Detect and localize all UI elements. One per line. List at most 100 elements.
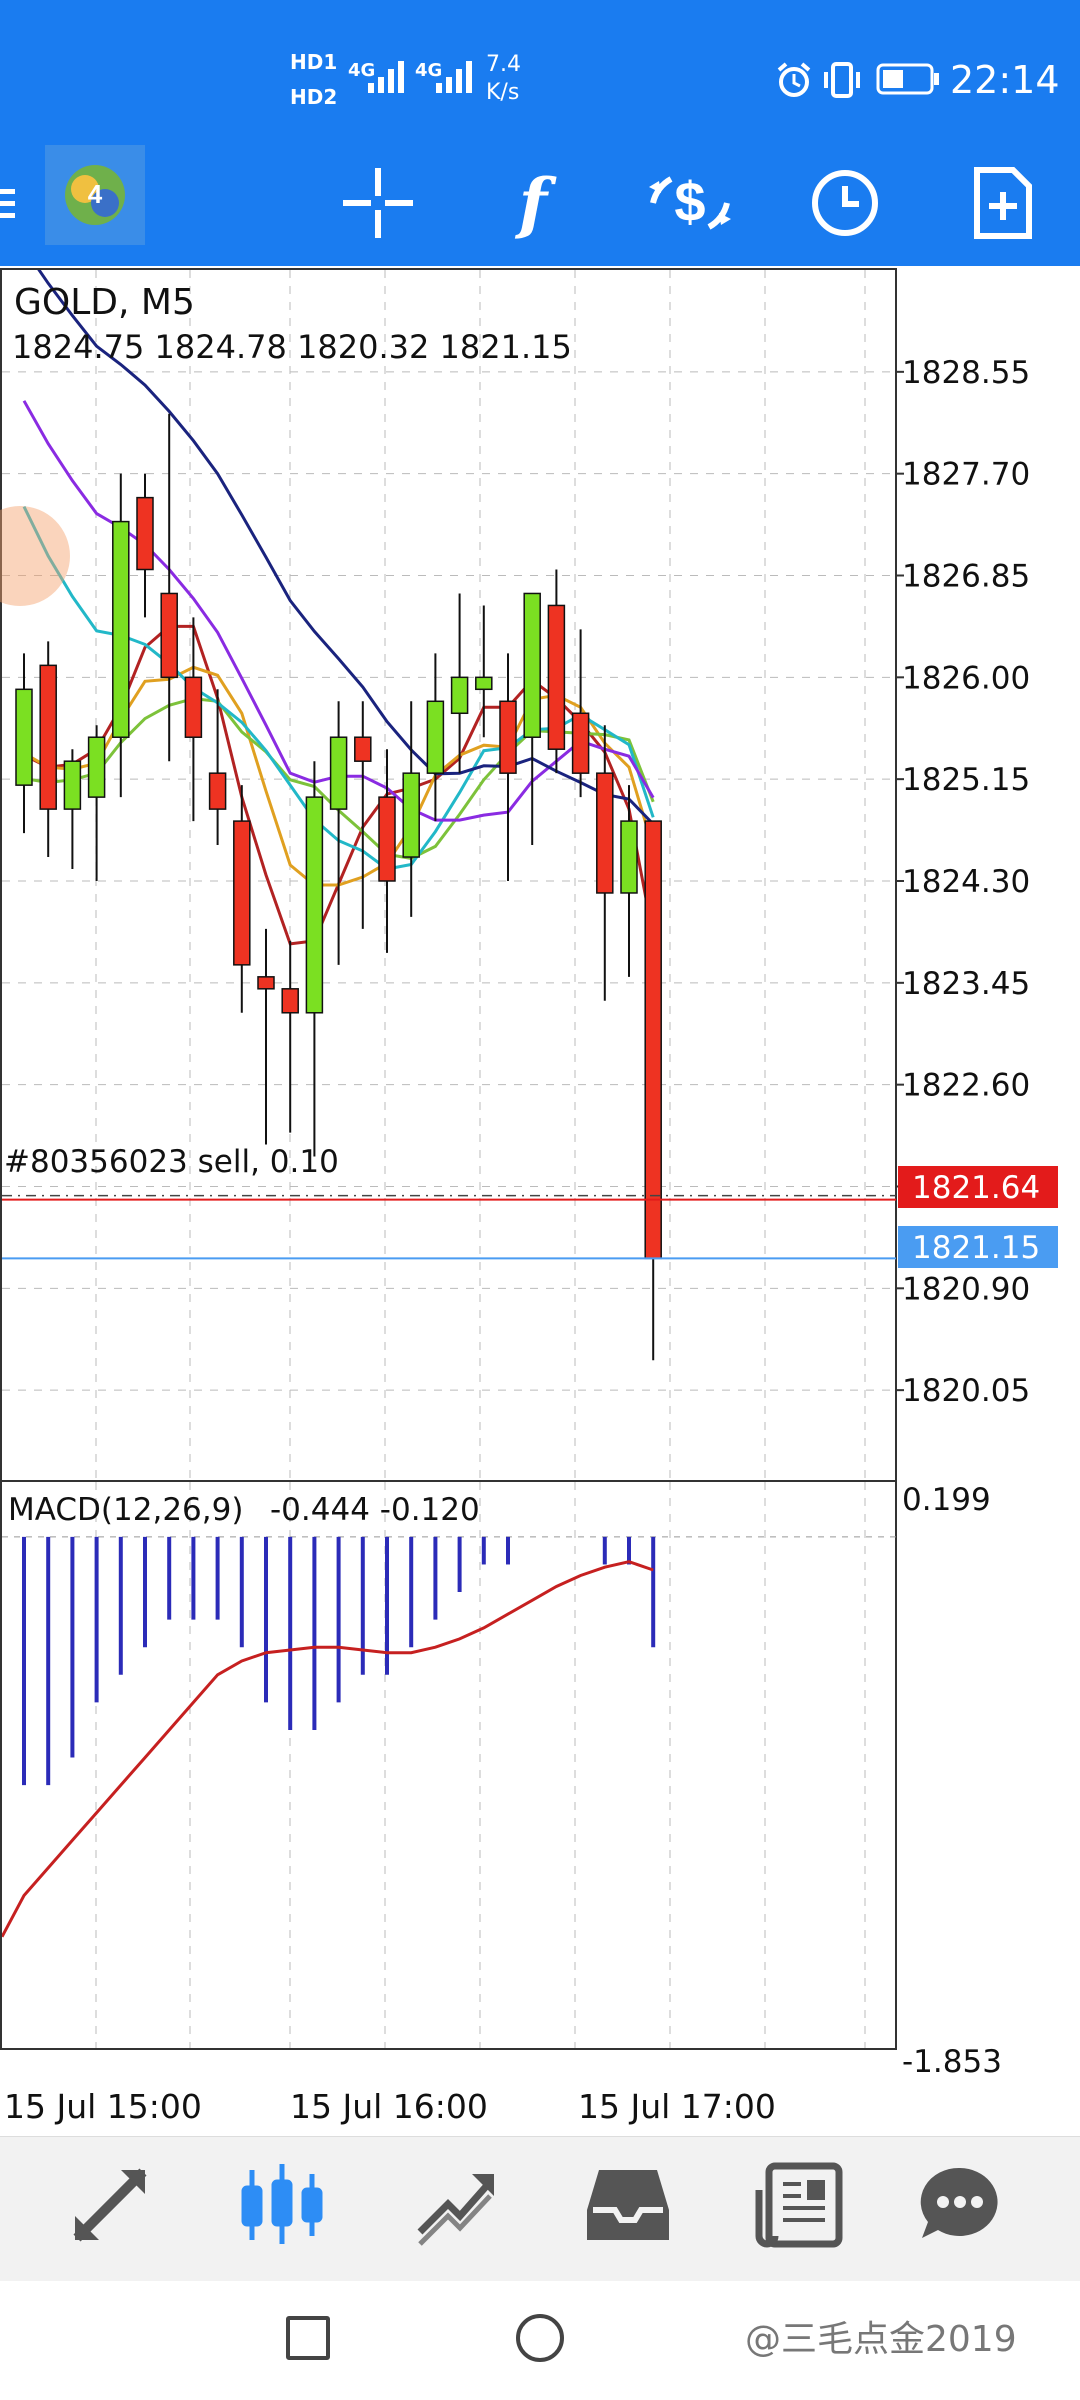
bear-candle — [208, 772, 227, 810]
net1-label: 4G — [348, 60, 376, 81]
alarm-icon — [777, 62, 811, 97]
menu-button[interactable] — [0, 148, 40, 258]
trade-button[interactable]: $ — [635, 148, 745, 258]
bear-candle — [547, 604, 566, 750]
time-label: 15 Jul 16:00 — [290, 2087, 488, 2126]
bear-candle — [596, 772, 614, 894]
nav-quotes[interactable] — [50, 2150, 170, 2260]
bear-candle — [644, 820, 662, 1260]
signal-icon — [368, 61, 404, 93]
watermark-text: @三毛点金2019 — [745, 2319, 1017, 2360]
price-tick-label: 1824.30 — [902, 864, 1030, 900]
price-tick-label: 1825.15 — [902, 762, 1030, 798]
bull-candle — [329, 736, 348, 810]
candles-group — [15, 413, 662, 1361]
net2-label: 4G — [415, 60, 443, 81]
bear-candle — [571, 712, 590, 774]
price-chart[interactable]: 1828.55 1827.70 1826.85 1826.00 1825.15 1824.… — [0, 266, 1080, 2136]
bull-candle — [402, 772, 420, 858]
bid-price-text: 1821.15 — [912, 1230, 1040, 1266]
price-levels — [2, 1194, 896, 1260]
battery-icon — [876, 63, 939, 95]
crosshair-icon — [343, 168, 413, 238]
order-price-tag — [898, 1166, 1058, 1208]
ohlc-label: 1824.75 1824.78 1820.32 1821.15 — [12, 328, 572, 366]
app-logo[interactable]: 4 — [45, 145, 145, 245]
bear-candle — [39, 664, 57, 810]
home-button[interactable] — [516, 2314, 564, 2362]
price-tick-label: 1822.60 — [902, 1068, 1030, 1104]
bottom-navigation — [0, 2136, 1080, 2282]
clock-time: 22:14 — [950, 58, 1060, 102]
macd-max-label: 0.199 — [902, 1482, 991, 1518]
price-tick-label: 1827.70 — [902, 457, 1030, 493]
price-tick-label: 1828.55 — [902, 355, 1030, 391]
bull-candle — [15, 688, 33, 786]
price-tick-label: 1826.00 — [902, 660, 1030, 696]
macd-values-label: -0.444 -0.120 — [270, 1492, 480, 1528]
time-label: 15 Jul 15:00 — [4, 2087, 202, 2126]
bull-candle — [450, 676, 469, 715]
nav-trade[interactable] — [395, 2150, 515, 2260]
macd-min-label: -1.853 — [902, 2044, 1002, 2080]
nav-chat[interactable] — [900, 2150, 1020, 2260]
bear-candle — [354, 736, 372, 762]
candles-icon — [241, 2164, 323, 2244]
order-label: #80356023 sell, 0.10 — [4, 1144, 339, 1180]
macd-name-label: MACD(12,26,9) — [8, 1492, 243, 1528]
chart-window[interactable]: 1828.55 1827.70 1826.85 1826.00 1825.15 1824.… — [0, 266, 1080, 2136]
bear-candle — [378, 796, 396, 882]
moving-average-line — [37, 270, 655, 826]
news-icon — [755, 2162, 843, 2248]
net-speed-unit: K/s — [486, 80, 520, 105]
bull-candle — [620, 820, 638, 894]
bear-candle — [281, 988, 299, 1014]
nav-chart[interactable] — [222, 2150, 342, 2260]
status-bar: HD1 HD2 4G 4G 7.4 K/s 22:14 — [0, 0, 1080, 140]
svg-text:4: 4 — [88, 179, 103, 209]
menu-icon — [0, 189, 15, 218]
macd-signal-line — [2, 1560, 654, 1938]
bear-candle — [184, 676, 203, 738]
crosshair-button[interactable] — [323, 148, 433, 258]
top-app-bar: HD1 HD2 4G 4G 7.4 K/s 22:14 4 f $ — [0, 0, 1080, 266]
main-chart-frame — [0, 268, 897, 1482]
chat-bubble-icon — [920, 2167, 998, 2238]
bear-candle — [136, 496, 154, 571]
net-speed: 7.4 — [486, 52, 521, 77]
clock-icon — [812, 170, 878, 236]
bear-candle — [499, 700, 517, 774]
bull-candle — [426, 700, 445, 774]
time-label: 15 Jul 17:00 — [578, 2087, 776, 2126]
price-axis: 1828.55 1827.70 1826.85 1826.00 1825.15 1824.… — [896, 355, 1030, 1409]
trade-chart-icon — [417, 2174, 494, 2246]
nav-history[interactable] — [568, 2150, 688, 2260]
bull-candle — [523, 592, 541, 738]
vibrate-icon — [824, 62, 860, 98]
indicators-button[interactable]: f — [478, 148, 588, 258]
bull-candle — [87, 736, 106, 798]
bull-candle — [63, 760, 82, 810]
svg-text:$: $ — [674, 170, 705, 233]
metatrader-logo: 4 — [65, 165, 125, 225]
macd-group — [2, 1536, 896, 1938]
new-document-icon — [974, 167, 1032, 239]
floating-assist-icon[interactable] — [0, 506, 70, 606]
price-tick-label: 1820.90 — [902, 1271, 1030, 1307]
timeframe-button[interactable] — [790, 148, 900, 258]
symbol-label: GOLD, M5 — [14, 282, 195, 323]
bear-candle — [257, 976, 275, 990]
chart-grid — [2, 270, 896, 2048]
nav-news[interactable] — [740, 2150, 860, 2260]
bull-candle — [475, 676, 493, 691]
function-icon: f — [518, 164, 548, 242]
recents-button[interactable] — [286, 2316, 330, 2360]
new-order-button[interactable] — [948, 148, 1058, 258]
price-tick-label: 1823.45 — [902, 966, 1030, 1002]
time-axis: 15 Jul 15:00 15 Jul 16:00 15 Jul 17:00 — [4, 2087, 776, 2126]
trade-dollar-icon: $ — [649, 170, 731, 233]
price-tick-label: 1826.85 — [902, 558, 1030, 594]
bull-candle — [112, 520, 130, 738]
sim1-badge: HD1 — [290, 50, 338, 74]
bear-candle — [160, 592, 178, 679]
